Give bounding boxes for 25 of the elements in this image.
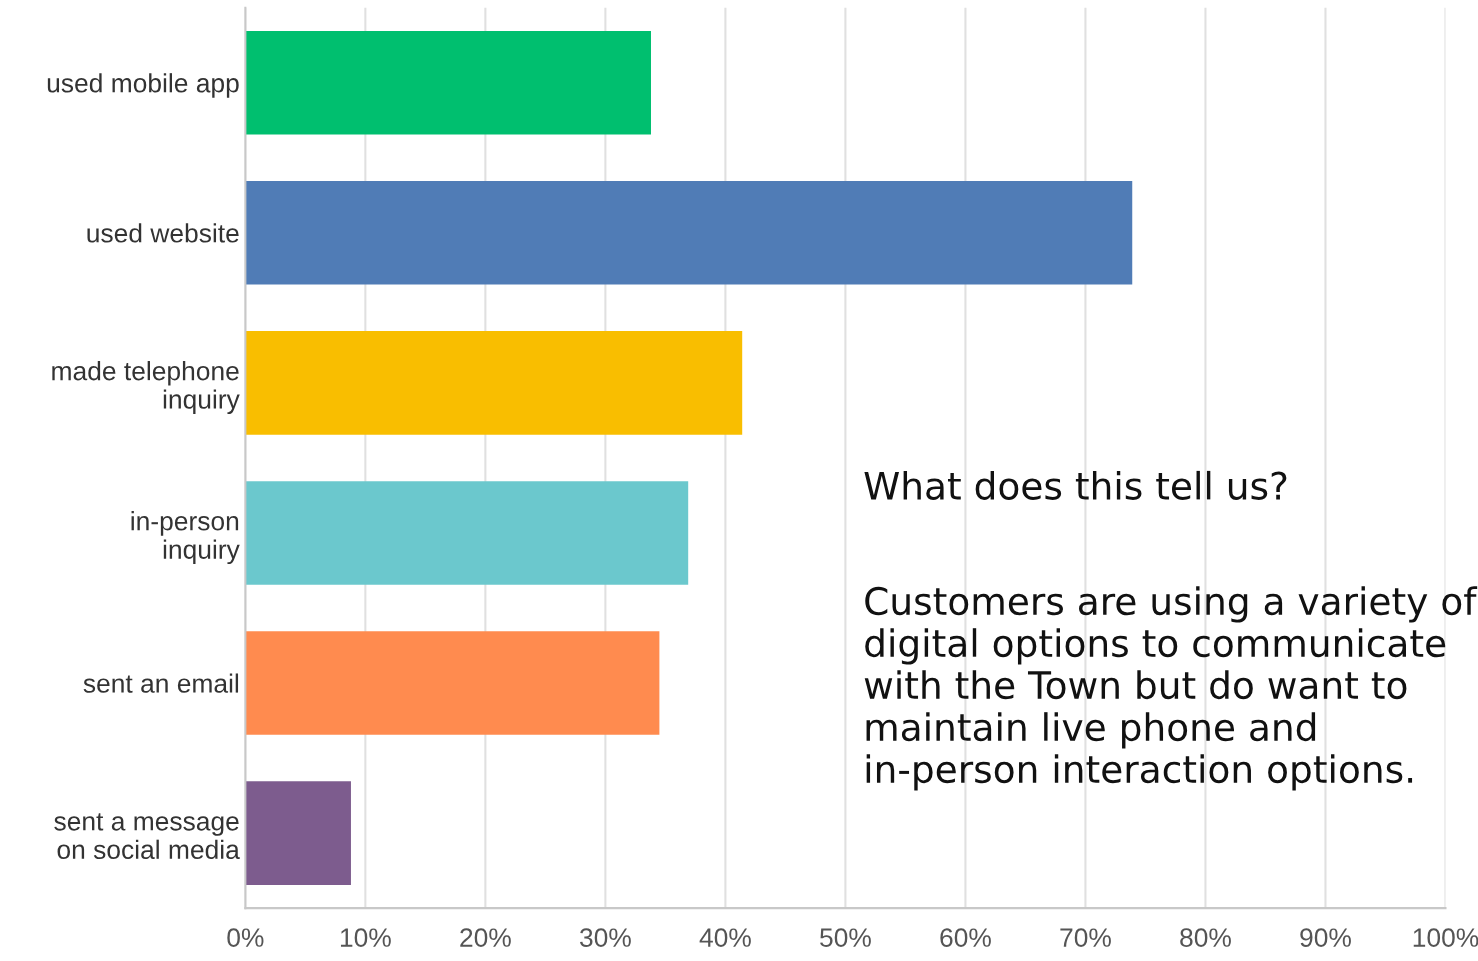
x-tick-label: 50% bbox=[820, 928, 871, 947]
x-tick-label: 80% bbox=[1180, 928, 1231, 947]
x-tick-label: 10% bbox=[340, 928, 391, 947]
bar bbox=[245, 781, 351, 885]
annotation: Customers are using a variety of digital options to communicate with the Town but do want to maintain live phone and in-person interaction options. bbox=[864, 586, 1478, 791]
x-tick-label: 0% bbox=[227, 928, 264, 947]
y-tick-label: made telephone inquiry bbox=[52, 361, 240, 415]
x-tick-label: 20% bbox=[460, 928, 511, 947]
bar bbox=[245, 181, 1133, 285]
bar bbox=[245, 481, 689, 585]
x-tick-label: 70% bbox=[1060, 928, 1111, 947]
annotation: What does this tell us? bbox=[864, 470, 1287, 500]
y-tick-label: in-person inquiry bbox=[131, 511, 240, 565]
bar bbox=[245, 30, 651, 135]
bar bbox=[245, 631, 660, 735]
y-tick-label: sent a message on social media bbox=[54, 813, 240, 860]
y-tick-label: used website bbox=[87, 223, 239, 243]
y-tick-label: used mobile app bbox=[47, 73, 239, 98]
bar bbox=[245, 331, 743, 435]
x-tick-label: 60% bbox=[940, 928, 991, 947]
y-tick-label: sent an email bbox=[83, 673, 239, 693]
x-tick-label: 100% bbox=[1413, 928, 1478, 947]
x-tick-label: 40% bbox=[699, 928, 751, 947]
x-tick-label: 30% bbox=[579, 928, 631, 947]
x-tick-label: 90% bbox=[1300, 928, 1351, 947]
